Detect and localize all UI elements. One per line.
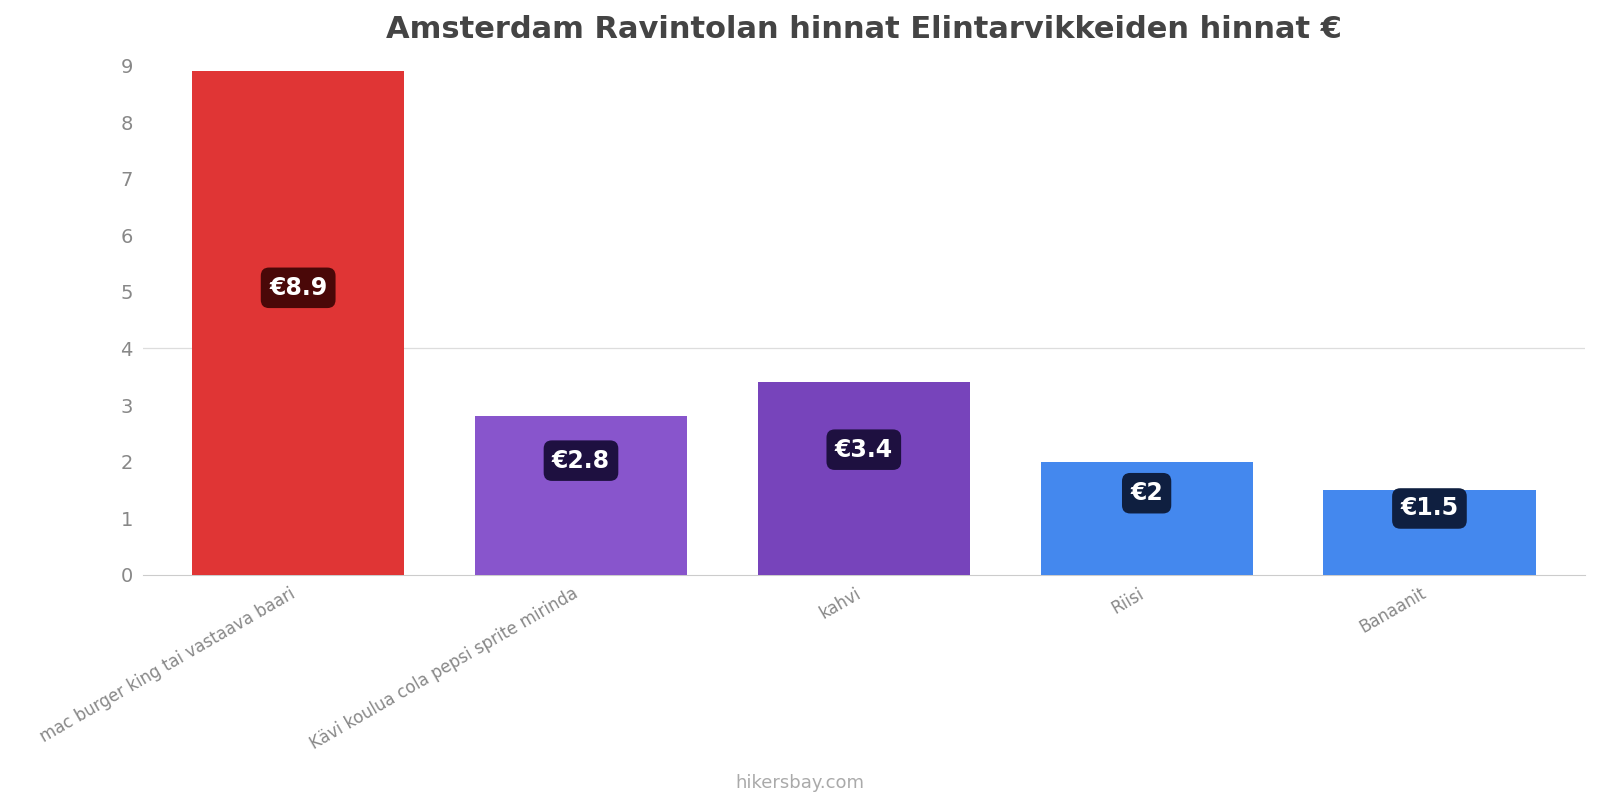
Title: Amsterdam Ravintolan hinnat Elintarvikkeiden hinnat €: Amsterdam Ravintolan hinnat Elintarvikke… [386,15,1342,44]
Text: €2.8: €2.8 [552,449,610,473]
Text: hikersbay.com: hikersbay.com [736,774,864,792]
Bar [1040,462,1253,574]
Bar [192,71,405,574]
Text: €2: €2 [1130,482,1163,506]
Bar [758,382,970,574]
Text: €8.9: €8.9 [269,276,328,300]
Text: €3.4: €3.4 [835,438,893,462]
Bar [475,416,686,574]
Bar [1323,490,1536,574]
Text: €1.5: €1.5 [1400,497,1459,521]
